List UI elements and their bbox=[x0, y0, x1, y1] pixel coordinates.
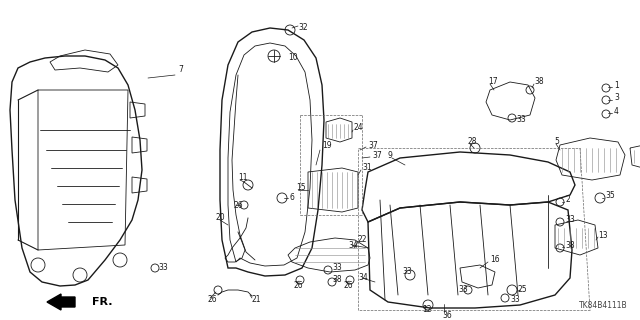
Text: 5: 5 bbox=[554, 138, 559, 147]
Text: 26: 26 bbox=[344, 281, 354, 290]
Text: 15: 15 bbox=[296, 183, 306, 193]
Text: 33: 33 bbox=[458, 285, 468, 294]
Text: 21: 21 bbox=[252, 295, 262, 305]
Text: 26: 26 bbox=[234, 201, 244, 210]
Text: 22: 22 bbox=[358, 236, 367, 244]
Text: 17: 17 bbox=[488, 77, 498, 86]
Text: 33: 33 bbox=[332, 263, 342, 273]
Text: FR.: FR. bbox=[92, 297, 113, 307]
Text: 11: 11 bbox=[238, 173, 248, 182]
Text: 35: 35 bbox=[605, 190, 615, 199]
Text: 25: 25 bbox=[518, 285, 527, 294]
Text: 33: 33 bbox=[565, 215, 575, 225]
Text: 33: 33 bbox=[402, 268, 412, 276]
Text: 34: 34 bbox=[358, 274, 368, 283]
Text: 38: 38 bbox=[332, 276, 342, 284]
FancyArrow shape bbox=[47, 294, 75, 310]
Text: 36: 36 bbox=[442, 310, 452, 319]
Text: 6: 6 bbox=[290, 194, 295, 203]
Text: 16: 16 bbox=[490, 255, 500, 265]
Text: 28: 28 bbox=[468, 138, 477, 147]
Text: 3: 3 bbox=[614, 93, 619, 102]
Text: 26: 26 bbox=[294, 281, 303, 290]
Text: 34: 34 bbox=[348, 241, 358, 250]
Text: TK84B4111B: TK84B4111B bbox=[579, 301, 628, 310]
Text: 38: 38 bbox=[534, 77, 543, 86]
Text: 9: 9 bbox=[388, 150, 393, 159]
Text: 38: 38 bbox=[565, 241, 575, 250]
Text: 31: 31 bbox=[362, 164, 372, 172]
Text: 26: 26 bbox=[208, 295, 218, 305]
Text: 12: 12 bbox=[422, 306, 431, 315]
Text: 33: 33 bbox=[158, 263, 168, 273]
Text: 24: 24 bbox=[354, 124, 364, 132]
Text: 37: 37 bbox=[372, 150, 381, 159]
Text: 20: 20 bbox=[216, 213, 226, 222]
Text: 33: 33 bbox=[510, 295, 520, 305]
Text: 7: 7 bbox=[178, 66, 183, 75]
Text: 1: 1 bbox=[614, 81, 619, 90]
Text: 19: 19 bbox=[322, 140, 332, 149]
Text: 13: 13 bbox=[598, 230, 607, 239]
Text: 32: 32 bbox=[298, 23, 308, 33]
Text: 2: 2 bbox=[565, 196, 570, 204]
Text: 37: 37 bbox=[368, 140, 378, 149]
Text: 10: 10 bbox=[288, 53, 298, 62]
Text: 4: 4 bbox=[614, 108, 619, 116]
Text: 33: 33 bbox=[516, 116, 525, 124]
